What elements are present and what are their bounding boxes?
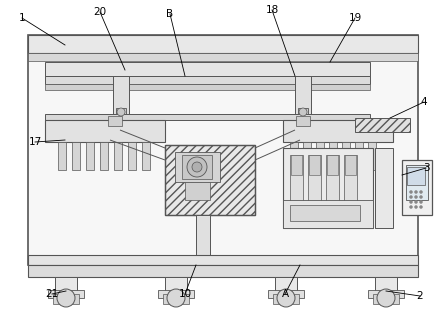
Bar bbox=[368, 142, 376, 170]
Circle shape bbox=[415, 201, 417, 204]
Circle shape bbox=[420, 191, 423, 193]
Bar bbox=[165, 145, 255, 215]
Bar bbox=[355, 142, 363, 170]
Bar bbox=[283, 148, 373, 228]
Bar bbox=[45, 76, 370, 84]
Bar bbox=[283, 120, 393, 142]
Bar bbox=[45, 62, 370, 76]
Text: 21: 21 bbox=[45, 289, 59, 299]
Bar bbox=[158, 290, 194, 298]
Circle shape bbox=[192, 162, 202, 172]
Bar bbox=[275, 277, 297, 295]
Bar bbox=[344, 155, 357, 210]
Text: 1: 1 bbox=[19, 13, 25, 23]
Circle shape bbox=[415, 191, 417, 193]
Bar bbox=[28, 255, 418, 265]
Text: 20: 20 bbox=[93, 7, 107, 17]
Bar bbox=[86, 142, 94, 170]
Bar bbox=[45, 120, 165, 142]
Bar bbox=[58, 142, 66, 170]
Circle shape bbox=[167, 289, 185, 307]
Bar bbox=[163, 294, 189, 304]
Bar bbox=[28, 35, 418, 265]
Circle shape bbox=[57, 289, 75, 307]
Bar bbox=[45, 84, 370, 90]
Bar bbox=[100, 142, 108, 170]
Text: A: A bbox=[281, 289, 289, 299]
Bar bbox=[291, 155, 302, 175]
Text: 17: 17 bbox=[28, 137, 42, 147]
Bar bbox=[185, 182, 210, 200]
Circle shape bbox=[277, 289, 295, 307]
Bar bbox=[268, 290, 304, 298]
Bar bbox=[355, 118, 410, 132]
Text: 18: 18 bbox=[266, 5, 279, 15]
Circle shape bbox=[420, 205, 423, 209]
Bar bbox=[175, 152, 220, 182]
Bar bbox=[375, 277, 397, 295]
Bar bbox=[48, 290, 84, 298]
Bar bbox=[290, 142, 298, 170]
Bar bbox=[375, 148, 393, 228]
Bar bbox=[290, 155, 303, 210]
Bar bbox=[142, 142, 150, 170]
Bar bbox=[296, 116, 310, 126]
Bar bbox=[196, 215, 210, 260]
Text: B: B bbox=[166, 9, 174, 19]
Bar bbox=[108, 116, 122, 126]
Bar bbox=[326, 155, 339, 210]
Bar bbox=[165, 145, 255, 215]
Bar bbox=[308, 155, 321, 210]
Bar bbox=[342, 142, 350, 170]
Bar bbox=[53, 294, 79, 304]
Bar bbox=[283, 200, 373, 228]
Bar bbox=[303, 142, 311, 170]
Bar bbox=[368, 290, 404, 298]
Circle shape bbox=[117, 108, 125, 116]
Text: 4: 4 bbox=[420, 97, 427, 107]
Bar bbox=[407, 167, 425, 185]
Circle shape bbox=[415, 205, 417, 209]
Circle shape bbox=[377, 289, 395, 307]
Text: 2: 2 bbox=[416, 291, 423, 301]
Bar bbox=[329, 142, 337, 170]
Text: 19: 19 bbox=[349, 13, 361, 23]
Bar bbox=[28, 265, 418, 277]
Bar bbox=[72, 142, 80, 170]
Bar bbox=[345, 155, 356, 175]
Bar bbox=[128, 142, 136, 170]
Bar bbox=[182, 155, 212, 179]
Circle shape bbox=[299, 108, 307, 116]
Bar bbox=[290, 205, 360, 221]
Bar bbox=[114, 142, 122, 170]
Circle shape bbox=[409, 201, 412, 204]
Bar bbox=[45, 114, 370, 120]
Bar bbox=[309, 155, 320, 175]
Circle shape bbox=[420, 201, 423, 204]
Circle shape bbox=[409, 196, 412, 198]
Bar bbox=[113, 76, 129, 114]
Circle shape bbox=[420, 196, 423, 198]
Bar bbox=[55, 277, 77, 295]
Bar bbox=[316, 142, 324, 170]
Circle shape bbox=[415, 196, 417, 198]
Bar bbox=[402, 160, 432, 215]
Circle shape bbox=[187, 157, 207, 177]
Bar bbox=[406, 165, 428, 200]
Bar bbox=[298, 108, 308, 116]
Bar bbox=[295, 76, 311, 114]
Bar bbox=[28, 35, 418, 53]
Text: 10: 10 bbox=[178, 289, 191, 299]
Circle shape bbox=[409, 191, 412, 193]
Bar bbox=[165, 277, 187, 295]
Bar bbox=[116, 108, 126, 116]
Bar bbox=[373, 294, 399, 304]
Bar bbox=[28, 53, 418, 61]
Circle shape bbox=[409, 205, 412, 209]
Bar bbox=[327, 155, 338, 175]
Bar bbox=[273, 294, 299, 304]
Text: 3: 3 bbox=[423, 163, 429, 173]
